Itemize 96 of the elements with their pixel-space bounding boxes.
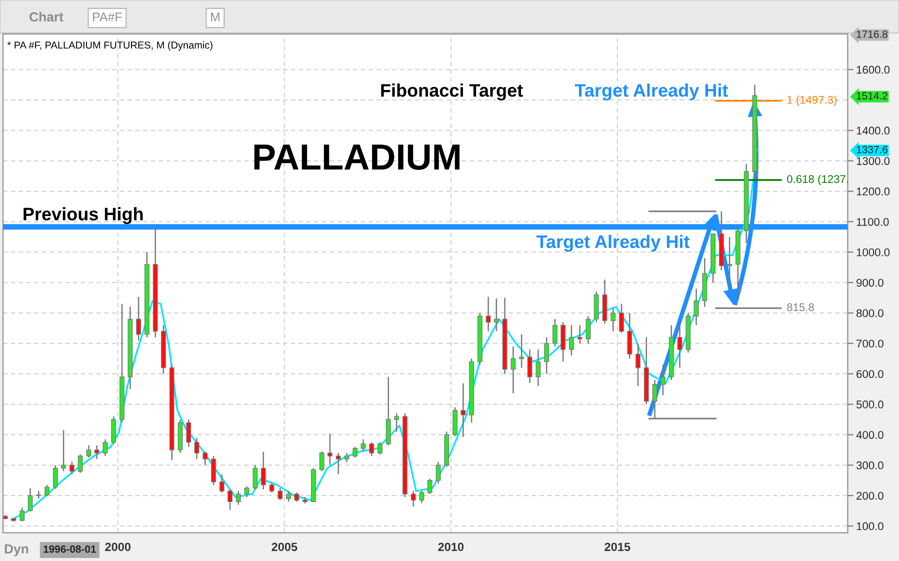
candlestick <box>344 452 350 463</box>
annotation: Fibonacci Target <box>381 84 523 100</box>
y-tick-label: 400.0 <box>856 430 884 439</box>
y-tick-label: 500.0 <box>856 400 884 408</box>
candlestick <box>586 315 591 344</box>
y-tick-label: 1514.2 <box>856 92 888 100</box>
y-tick-label: 1000.0 <box>856 248 890 256</box>
candlestick <box>610 308 616 332</box>
y-tick-label: 1300.0 <box>856 157 890 165</box>
candlestick <box>527 348 532 384</box>
candlestick <box>694 288 699 326</box>
candlestick <box>427 478 432 495</box>
candlestick <box>102 438 108 457</box>
candlestick <box>569 324 574 356</box>
candlestick <box>510 346 516 394</box>
candlestick <box>369 442 374 457</box>
y-tick-label: 600.0 <box>856 370 884 378</box>
y-tick-label: 300.0 <box>856 461 884 470</box>
series-label: 0.618 (1237. <box>787 174 848 186</box>
x-tick-label: 2005 <box>272 542 298 552</box>
y-tick-label: 1100.0 <box>856 218 889 226</box>
y-tick-label: 800.0 <box>856 309 884 318</box>
candlestick <box>660 364 666 396</box>
series-label: 1 (1497.3) <box>787 96 837 106</box>
y-tick-label: 700.0 <box>856 340 884 348</box>
y-tick-label: 200.0 <box>856 492 884 500</box>
candlestick <box>244 486 250 498</box>
candlestick <box>69 460 74 475</box>
y-tick-label: 1716.8 <box>856 30 888 38</box>
candlestick <box>20 507 25 522</box>
candlestick <box>136 296 142 341</box>
candlestick <box>486 296 491 332</box>
x-tick-label: 2015 <box>604 542 630 552</box>
candlestick <box>269 482 274 494</box>
candlestick <box>336 452 341 475</box>
candlestick <box>44 484 50 497</box>
text: PALLADIUM <box>254 144 460 170</box>
candlestick <box>228 488 232 510</box>
y-tick-label: 1600.0 <box>856 66 890 74</box>
candlestick <box>111 416 116 444</box>
candlestick <box>519 334 524 368</box>
candlestick <box>627 312 632 360</box>
text: PA#F <box>93 12 122 22</box>
y-tick-label: 900.0 <box>856 278 884 287</box>
candlestick <box>436 461 441 484</box>
text: 1996-08-01 <box>44 545 96 553</box>
candlestick <box>352 446 358 458</box>
ref-line-label: Previous High <box>24 207 143 224</box>
candlestick <box>419 490 424 504</box>
candlestick <box>378 442 382 456</box>
candlestick <box>260 451 266 490</box>
candlestick <box>86 444 92 458</box>
text: Dyn <box>4 544 28 556</box>
candlestick <box>460 382 466 438</box>
candlestick <box>327 432 332 466</box>
candlestick <box>186 418 192 448</box>
candlestick <box>52 464 58 490</box>
candlestick <box>360 438 366 452</box>
candlestick <box>577 324 582 344</box>
candlestick <box>278 487 283 501</box>
candlestick <box>286 490 291 502</box>
series-label: 815.8 <box>787 303 814 312</box>
candlestick <box>28 488 33 512</box>
x-tick-label: 2010 <box>438 542 464 552</box>
candlestick <box>252 464 258 490</box>
y-tick-label: 1200.0 <box>856 188 890 196</box>
y-tick-label: 1400.0 <box>856 126 890 135</box>
candlestick <box>410 490 416 508</box>
candlestick <box>727 236 732 290</box>
candlestick <box>194 437 200 460</box>
candlestick <box>544 336 550 374</box>
y-tick-label: 100.0 <box>856 522 884 530</box>
candlestick <box>211 455 216 486</box>
candlestick <box>94 444 100 460</box>
text: M <box>211 12 220 22</box>
candlestick <box>61 430 66 472</box>
candlestick <box>219 474 224 494</box>
x-tick-label: 2000 <box>105 542 131 552</box>
candlestick <box>619 303 624 334</box>
candlestick <box>78 454 83 474</box>
candlestick <box>319 450 324 472</box>
candlestick <box>236 490 241 506</box>
y-tick-label: 1337.6 <box>856 146 888 154</box>
candlestick <box>677 318 682 368</box>
candlestick <box>552 318 558 348</box>
candlestick <box>394 412 400 432</box>
candlestick <box>636 342 640 387</box>
text: Chart <box>30 12 64 22</box>
annotation: Target Already Hit <box>574 84 728 100</box>
candlestick <box>36 490 42 500</box>
candlestick <box>494 298 499 332</box>
candlestick <box>202 450 208 466</box>
candlestick <box>294 492 300 502</box>
annotation: Target Already Hit <box>536 234 690 252</box>
candlestick <box>536 348 541 387</box>
text: * PA #F, PALLADIUM FUTURES, M (Dynamic) <box>7 41 212 51</box>
